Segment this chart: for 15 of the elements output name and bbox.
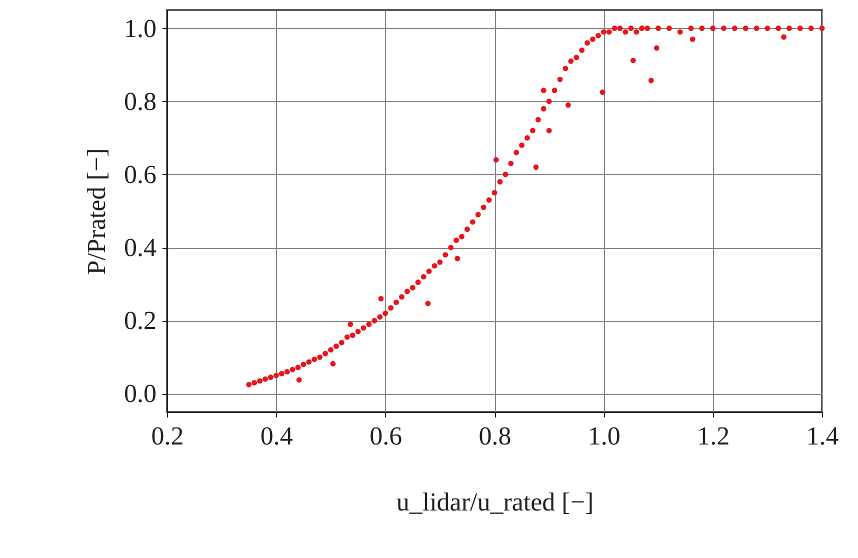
y-tick-label: 0.0 [124, 379, 156, 408]
x-tick-label: 1.2 [697, 422, 730, 450]
x-tick-label: 0.8 [478, 422, 512, 450]
y-axis-title: P/Prated [−] [82, 148, 111, 275]
y-tick-label: 0.2 [124, 306, 156, 336]
y-tick-label: 0.6 [124, 160, 156, 189]
x-tick-label: 1.0 [588, 422, 620, 450]
x-tick-label: 1.4 [806, 422, 839, 450]
y-tick-label: 0.4 [124, 233, 156, 262]
x-tick-label: 0.6 [370, 422, 402, 450]
x-tick-label: 0.2 [151, 422, 184, 450]
y-tick-label: 1.0 [124, 14, 156, 43]
x-axis-title: u_lidar/u_rated [−] [396, 488, 594, 516]
y-tick-label: 0.8 [124, 86, 156, 116]
x-tick-label: 0.4 [260, 422, 293, 450]
